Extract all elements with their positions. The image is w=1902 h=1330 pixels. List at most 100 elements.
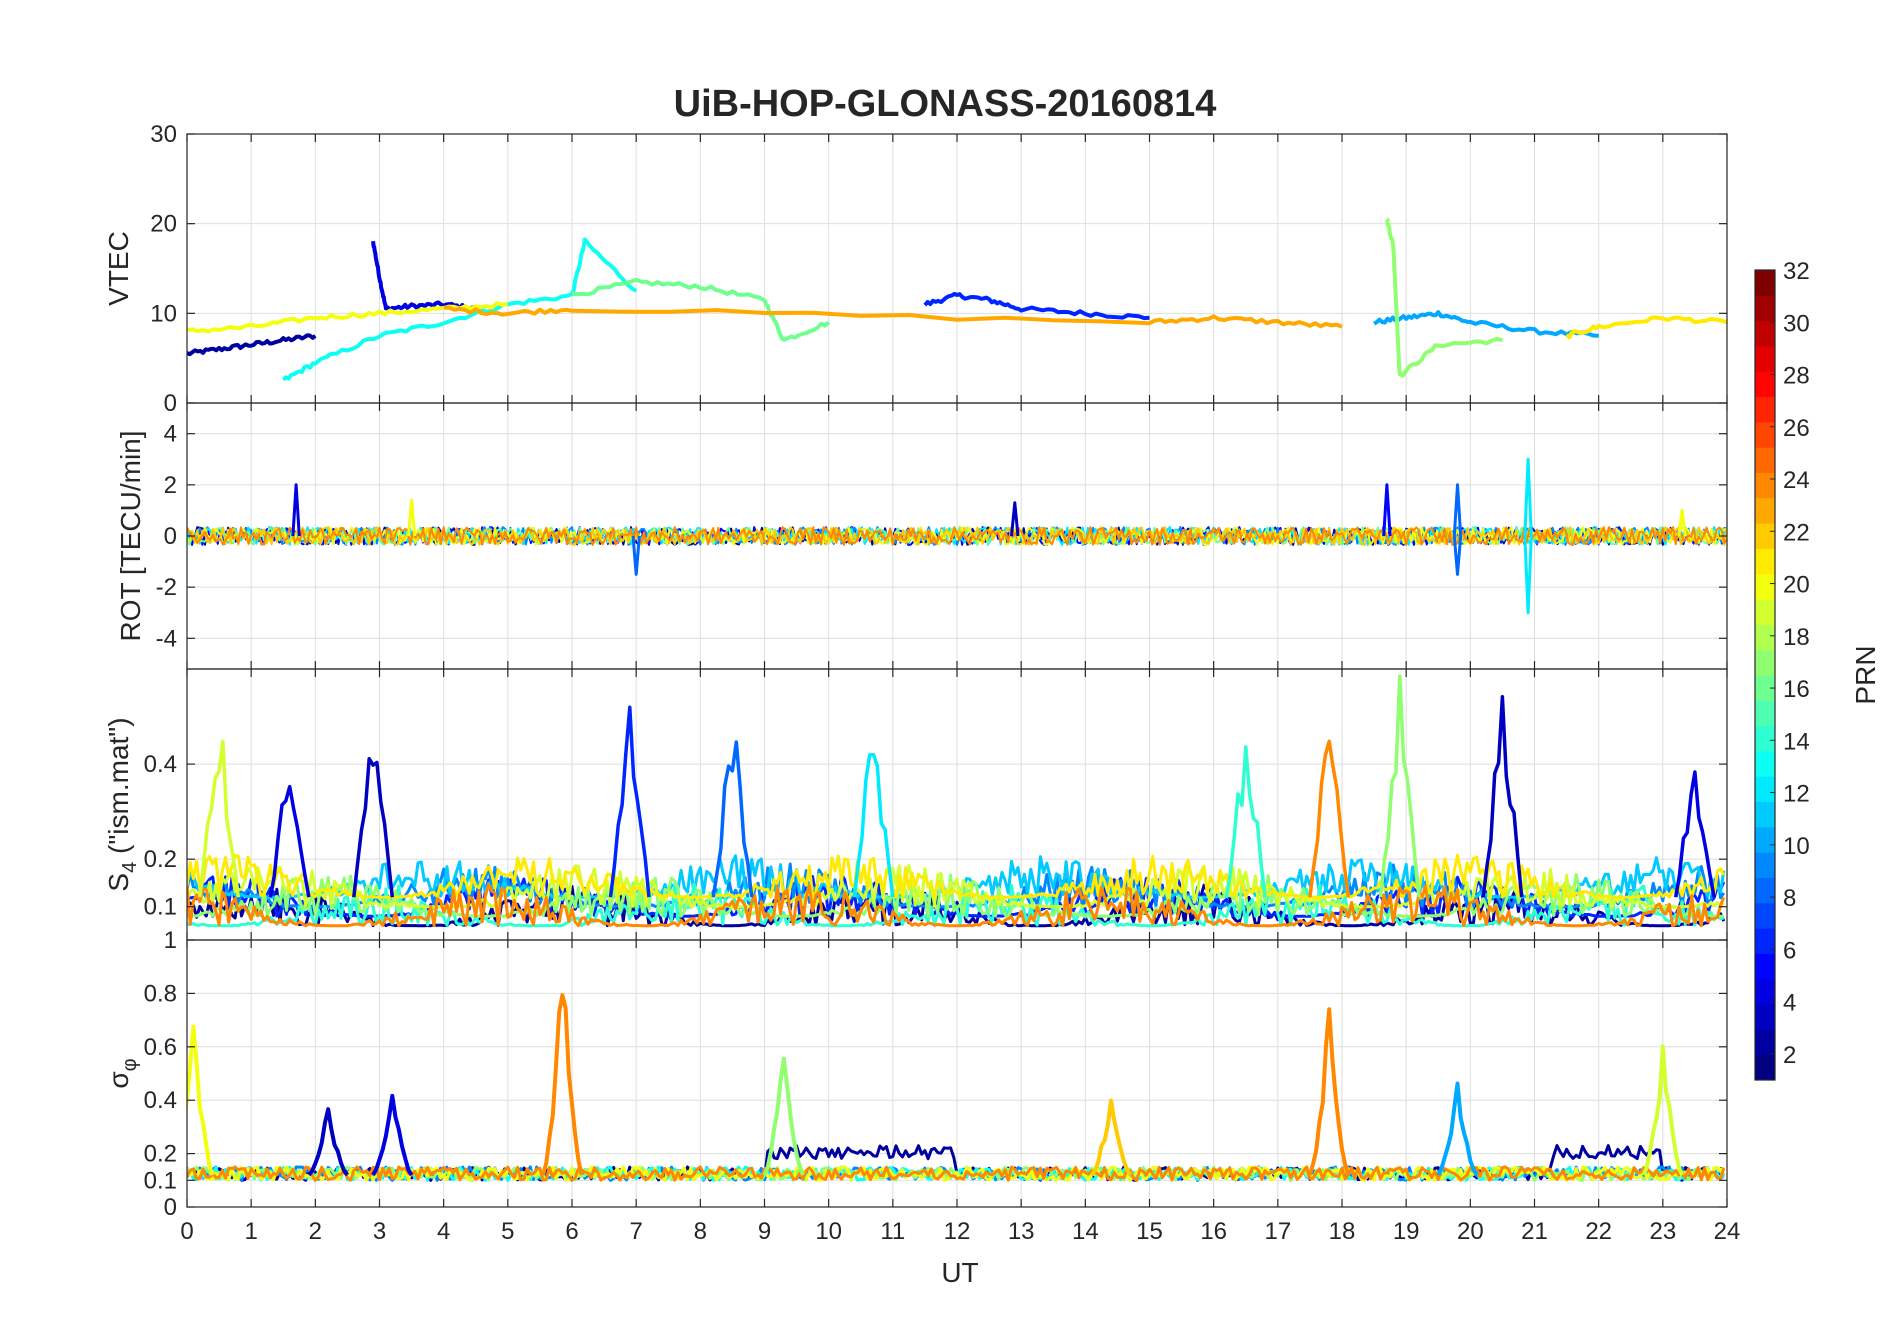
y-axis-label: S4 ("ism.mat")	[103, 717, 141, 891]
vtec-series-prn-17	[1385, 217, 1503, 378]
rot-spike-prn-12	[1523, 535, 1533, 615]
colorbar-cell	[1755, 776, 1775, 803]
x-tick-label: 3	[373, 1218, 386, 1245]
x-axis-label: UT	[941, 1257, 978, 1288]
y-tick-label: -2	[156, 574, 177, 601]
x-tick-label: 0	[180, 1218, 193, 1245]
x-tick-label: 20	[1457, 1218, 1484, 1245]
y-tick-label: 10	[150, 300, 177, 327]
colorbar-cell	[1755, 725, 1775, 752]
y-tick-label: 0	[164, 390, 177, 417]
s4-peak-prn-3	[352, 756, 395, 898]
colorbar-tick-label: 30	[1783, 310, 1810, 337]
colorbar-frame	[1754, 269, 1776, 1081]
s4-peak-prn-12	[852, 753, 895, 898]
colorbar-cell	[1755, 320, 1775, 347]
plot-area	[187, 217, 1727, 382]
x-tick-label: 1	[244, 1218, 257, 1245]
colorbar-cell	[1755, 447, 1775, 473]
y-tick-label: 4	[164, 421, 177, 448]
grid-lines	[186, 133, 1728, 404]
x-tick-label: 10	[815, 1218, 842, 1245]
y-tick-label: 0.2	[144, 846, 177, 873]
colorbar-cell	[1755, 270, 1775, 296]
colorbar-tick-label: 24	[1783, 467, 1810, 494]
vtec-series-prn-13	[281, 237, 638, 382]
rot-spike-prn-8	[1452, 483, 1463, 537]
y-tick-label: 0.2	[144, 1141, 177, 1168]
y-tick-label: 0	[164, 523, 177, 550]
colorbar-cell	[1755, 852, 1775, 878]
y-tick-label: 0.4	[144, 751, 177, 778]
colorbar-cell	[1755, 902, 1775, 929]
y-tick-label: 0	[164, 1194, 177, 1221]
colorbar-cell	[1755, 700, 1775, 727]
colorbar-tick-label: 28	[1783, 363, 1810, 390]
x-tick-label: 13	[1008, 1218, 1035, 1245]
rot-spike-prn-8	[1452, 535, 1463, 576]
colorbar-tick-label: 22	[1783, 519, 1810, 546]
x-tick-label: 11	[880, 1218, 905, 1245]
sigma-peak-prn-4	[371, 1093, 414, 1177]
sigma-peak-prn-24	[1307, 1007, 1351, 1176]
rot-spike-prn-12	[1523, 457, 1533, 537]
s4-peak-prn-6	[608, 705, 651, 898]
x-tick-label: 16	[1200, 1218, 1227, 1245]
y-tick-label: 1	[164, 927, 177, 954]
vtec-series-prn-16	[571, 277, 831, 342]
vtec-series-prn-21	[1565, 315, 1727, 340]
y-axis-label: σφ	[103, 1058, 141, 1088]
rot-spike-prn-5	[1382, 483, 1392, 537]
colorbar-cell	[1755, 599, 1775, 625]
sigma-series-prn-24	[187, 1165, 1726, 1182]
y-tick-label: 0.8	[144, 980, 177, 1007]
colorbar-cell	[1755, 624, 1775, 651]
x-tick-label: 2	[309, 1218, 322, 1245]
plot-area	[187, 457, 1727, 615]
x-tick-label: 6	[565, 1218, 578, 1245]
y-tick-label: 2	[164, 472, 177, 499]
y-tick-label: 0.6	[144, 1034, 177, 1061]
y-tick-label: 0.1	[144, 894, 177, 921]
y-tick-label: 30	[150, 121, 177, 148]
x-tick-label: 5	[501, 1218, 514, 1245]
colorbar-cell	[1755, 421, 1775, 448]
colorbar-tick-label: 2	[1783, 1042, 1796, 1069]
y-axis-label-sub: φ	[119, 1058, 141, 1071]
y-axis-label: ROT [TECU/min]	[115, 430, 146, 641]
rot-spike-prn-20	[1677, 508, 1687, 537]
colorbar-tick-label: 26	[1783, 415, 1810, 442]
rot-spike-prn-20	[406, 498, 417, 537]
x-tick-label: 9	[758, 1218, 771, 1245]
rot-spike-prn-4	[291, 483, 301, 537]
colorbar-tick-label: 14	[1783, 728, 1810, 755]
sigma-peak-prn-20	[187, 1024, 215, 1176]
colorbar-cell	[1755, 877, 1775, 904]
x-tick-label: 8	[694, 1218, 707, 1245]
colorbar-cell	[1755, 826, 1775, 853]
colorbar-cell	[1755, 801, 1775, 828]
s4-series-prn-24	[187, 882, 1726, 928]
y-tick-label: 20	[150, 211, 177, 238]
sigma-peak-prn-24	[541, 993, 584, 1176]
colorbar-tick-label: 8	[1783, 885, 1796, 912]
colorbar-cell	[1755, 978, 1775, 1005]
s4-peak-prn-17	[1378, 674, 1421, 898]
rot-spike-prn-8	[631, 535, 641, 576]
x-tick-label: 14	[1072, 1218, 1099, 1245]
s4-peak-prn-4	[1673, 770, 1716, 898]
colorbar-tick-label: 10	[1783, 833, 1810, 860]
x-tick-label: 15	[1136, 1218, 1163, 1245]
x-tick-label: 17	[1264, 1218, 1291, 1245]
colorbar-cell	[1755, 497, 1775, 524]
colorbar-cell	[1755, 472, 1775, 499]
colorbar-cell	[1755, 750, 1775, 777]
plot-area	[187, 993, 1726, 1182]
x-tick-label: 21	[1521, 1218, 1548, 1245]
colorbar-cell	[1755, 396, 1775, 423]
colorbar-tick-label: 32	[1783, 258, 1810, 285]
vtec-series-prn-4	[371, 241, 477, 313]
s4-peak-prn-3	[1481, 695, 1524, 898]
